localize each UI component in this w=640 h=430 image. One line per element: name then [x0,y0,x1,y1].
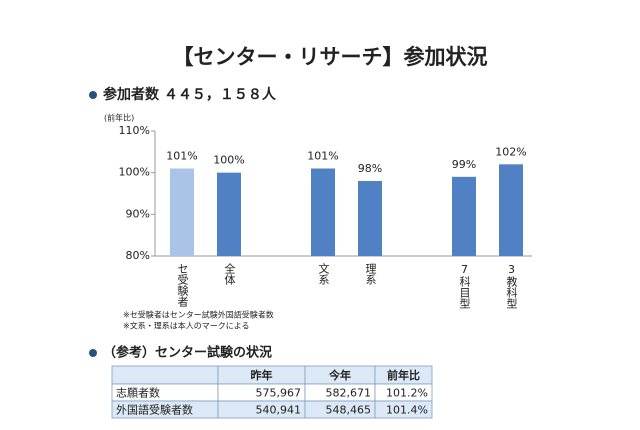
row-label: 外国語受験者数 [116,403,193,417]
value-label: 101% [307,150,338,163]
value-label: 101% [166,150,197,163]
bullet [89,91,97,99]
section-title: （参考）センター試験の状況 [103,345,272,361]
x-tick-label: 全体 [223,262,236,285]
title: 【センター・リサーチ】参加状況 [173,45,488,69]
table-value: 582,671 [326,387,372,400]
column-header: 前年比 [387,368,420,382]
y-tick-label: 100% [119,166,150,179]
bar [217,172,241,256]
value-label: 99% [452,158,476,171]
x-tick-label: セ受験者 [176,263,189,308]
y-tick-label: 90% [126,207,150,220]
x-tick-label: 3教科型 [505,263,518,309]
x-tick-label: 理系 [364,263,377,285]
y-axis-label: (前年比) [104,113,134,123]
column-header: 今年 [328,368,351,382]
value-label: 98% [358,162,382,175]
value-label: 102% [495,145,526,158]
bar [358,181,382,256]
row-label: 志願者数 [116,387,160,400]
note: ※文系・理系は本人のマークによる [123,321,249,331]
note: ※セ受験者はセンター試験外国語受験者数 [123,310,274,320]
table-value: 575,967 [256,387,302,400]
table-value: 101.4% [386,404,428,417]
value-label: 100% [213,154,244,167]
y-tick-label: 110% [119,124,150,137]
bar [499,164,523,256]
x-tick-label: 文系 [317,262,330,285]
table-value: 101.2% [386,387,428,400]
x-tick-label: 7科目型 [458,263,471,309]
table-cell [111,365,219,385]
subtitle: 参加者数 ４４５，１５８人 [103,86,277,103]
table-value: 540,941 [256,404,302,417]
bar [311,168,335,256]
table-value: 548,465 [326,404,372,417]
table-cell [374,400,433,419]
column-header: 昨年 [251,368,273,382]
bar [170,168,194,256]
y-tick-label: 80% [126,249,150,262]
bar [452,176,476,256]
bullet [89,349,97,357]
